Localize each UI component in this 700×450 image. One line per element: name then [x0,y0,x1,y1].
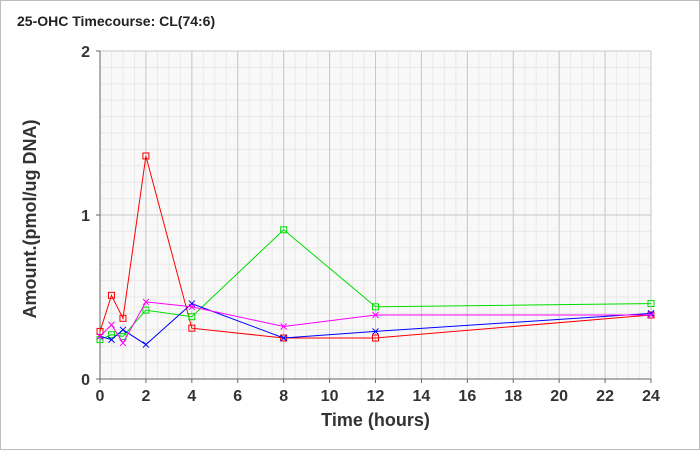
x-tick-label: 14 [413,388,431,405]
data-point [142,298,150,306]
chart-title: 25-OHC Timecourse: CL(74:6) [17,13,216,29]
y-tick-label: 2 [81,44,90,61]
data-point [372,303,379,311]
data-point [108,336,115,343]
data-point [119,332,127,340]
data-point [280,323,288,330]
x-tick-label: 0 [96,388,105,405]
data-point [96,333,104,340]
data-point [647,300,655,308]
data-point [188,300,196,307]
x-tick-label: 4 [187,388,196,405]
x-tick-label: 6 [233,388,242,405]
data-point [108,321,115,329]
data-point [107,331,115,339]
data-point [119,314,127,322]
data-point [96,327,104,335]
data-point [280,226,288,234]
series-2 [96,226,655,344]
data-point [142,152,150,160]
series-line [99,301,651,344]
x-tick-label: 8 [279,388,288,405]
series-3 [96,300,655,348]
x-tick-label: 22 [596,388,614,405]
series-4 [96,298,655,347]
x-tick-label: 18 [504,388,522,405]
data-point [372,328,379,335]
data-point [119,326,127,334]
data-point [188,324,196,332]
data-point [119,339,127,347]
data-point [142,306,150,314]
x-axis-title: Time (hours) [321,410,430,430]
data-point [647,311,655,319]
data-point [142,341,150,348]
x-tick-label: 20 [550,388,568,405]
x-tick-label: 10 [321,388,339,405]
data-point [107,291,115,299]
data-point [372,334,379,342]
y-axis-title: Amount.(pmol/ug DNA) [20,120,40,319]
data-point [372,311,379,319]
series-line [99,155,652,339]
y-tick-label: 1 [81,208,90,225]
x-tick-label: 2 [141,388,150,405]
series-line [99,229,652,341]
x-tick-label: 24 [642,388,660,405]
data-point [188,313,196,321]
y-tick-label: 0 [81,372,90,389]
data-point [188,303,196,311]
x-tick-label: 16 [458,388,476,405]
x-tick-label: 12 [367,388,385,405]
data-point [280,334,288,342]
